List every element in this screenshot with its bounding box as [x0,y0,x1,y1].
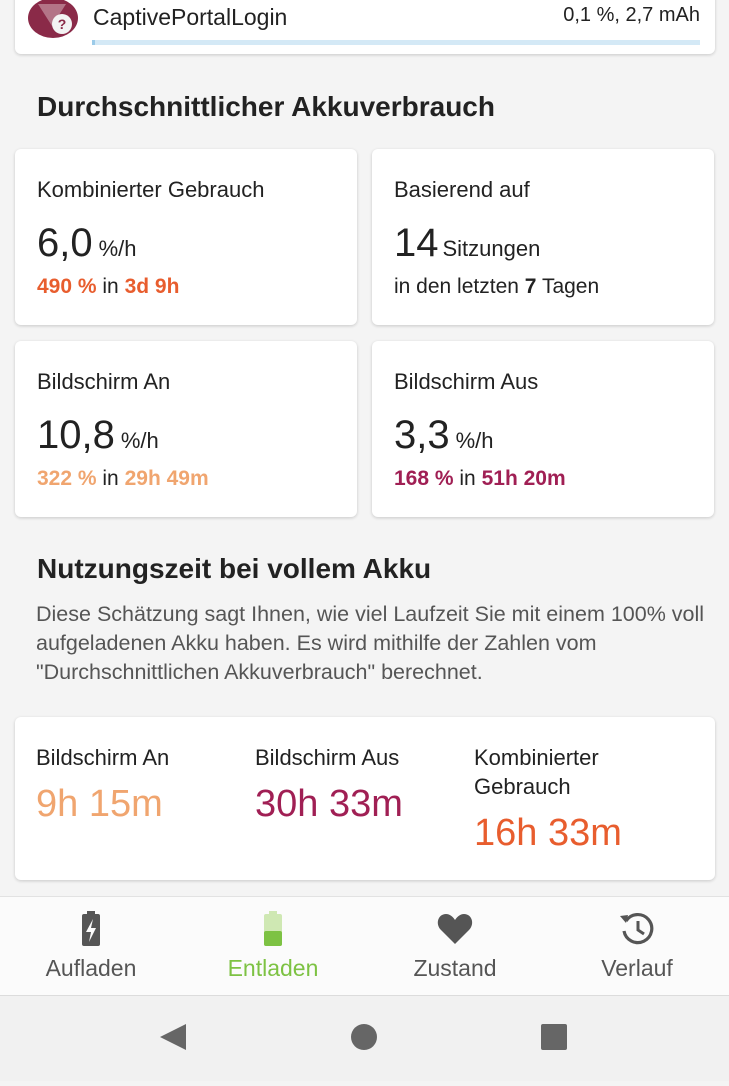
nav-label-entladen: Entladen [227,955,319,981]
app-usage-bar-fill [92,40,96,45]
nav-label-verlauf: Verlauf [601,955,673,981]
full-charge-card: Bildschirm An 9h 15m Bildschirm Aus 30h … [15,717,715,880]
full-screen-off-label: Bildschirm Aus [255,745,400,770]
heart-icon [364,909,546,949]
home-icon[interactable] [351,1024,377,1050]
combined-usage-sub: 490 % in 3d 9h [37,275,180,298]
combined-usage-card: Kombinierter Gebrauch 6,0 %/h 490 % in 3d… [15,149,357,325]
screen-off-label: Bildschirm Aus [394,369,539,394]
battery-discharge-icon [182,909,364,949]
screen-off-value: 3,3 %/h [394,413,494,457]
app-usage-value: 0,1 %, 2,7 mAh [563,4,700,26]
app-name: CaptivePortalLogin [93,4,288,30]
battery-charging-icon [0,909,182,949]
sessions-value: 14 Sitzungen [394,221,541,265]
nav-item-aufladen[interactable]: Aufladen [0,897,182,995]
back-icon[interactable] [160,1024,186,1050]
nav-item-zustand[interactable]: Zustand [364,897,546,995]
sessions-label: Basierend auf [394,177,530,202]
average-consumption-title: Durchschnittlicher Akkuverbrauch [37,91,495,122]
combined-usage-label: Kombinierter Gebrauch [37,177,265,202]
history-icon [546,909,728,949]
screen-off-card: Bildschirm Aus 3,3 %/h 168 % in 51h 20m [372,341,714,517]
screen-on-sub: 322 % in 29h 49m [37,467,209,490]
bottom-navigation: Aufladen Entladen Zustand Verlauf [0,896,729,995]
nav-item-entladen[interactable]: Entladen [182,897,364,995]
app-usage-bar [92,40,700,45]
sessions-card: Basierend auf 14 Sitzungen in den letzten… [372,149,714,325]
nav-label-zustand: Zustand [413,955,497,981]
screen-off-sub: 168 % in 51h 20m [394,467,566,490]
full-screen-on-value: 9h 15m [36,783,163,825]
system-navigation-bar [0,995,729,1081]
recents-icon[interactable] [541,1024,567,1050]
nav-label-aufladen: Aufladen [45,955,137,981]
full-screen-on-label: Bildschirm An [36,745,170,770]
full-combined-value: 16h 33m [474,812,622,854]
nav-item-verlauf[interactable]: Verlauf [546,897,728,995]
full-charge-title: Nutzungszeit bei vollem Akku [37,553,432,584]
screen-on-card: Bildschirm An 10,8 %/h 322 % in 29h 49m [15,341,357,517]
full-charge-description: Diese Schätzung sagt Ihnen, wie viel Lau… [36,602,705,684]
screen-on-value: 10,8 %/h [37,413,159,457]
full-combined-label: Kombinierter Gebrauch [474,745,599,799]
combined-usage-value: 6,0 %/h [37,221,137,265]
full-screen-off-value: 30h 33m [255,783,403,825]
captive-portal-app-icon: ? [28,0,78,38]
sessions-sub: in den letzten 7 Tagen [394,275,600,298]
app-usage-entry[interactable]: ? CaptivePortalLogin 0,1 %, 2,7 mAh [15,0,715,54]
screen-on-label: Bildschirm An [37,369,171,394]
